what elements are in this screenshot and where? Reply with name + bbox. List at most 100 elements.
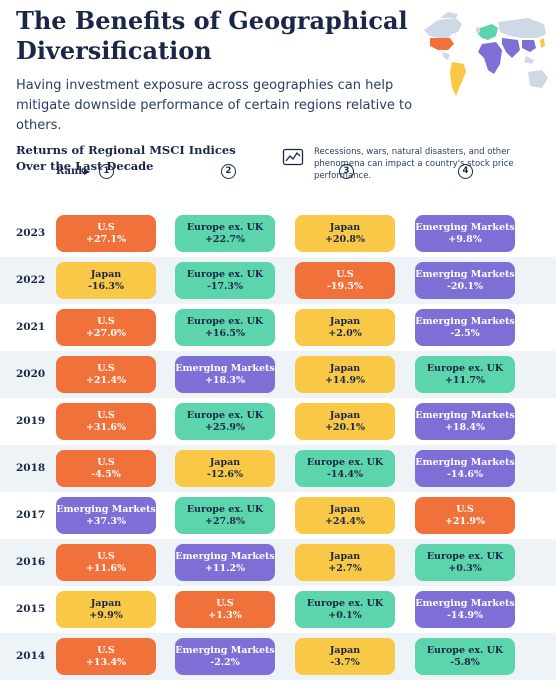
- region-name: Japan: [90, 268, 122, 280]
- return-value: +27.8%: [204, 515, 246, 527]
- region-name: U.S: [97, 315, 115, 327]
- region-name: Emerging Markets: [175, 362, 275, 374]
- return-cell: Emerging Markets -2.5%: [415, 309, 515, 346]
- return-cell: Emerging Markets +18.3%: [175, 356, 275, 393]
- year-label: 2021: [16, 321, 46, 333]
- rank-arrow-icon: ▶: [84, 167, 91, 176]
- return-value: +20.8%: [324, 233, 366, 245]
- region-name: U.S: [336, 268, 354, 280]
- return-value: -16.3%: [87, 280, 125, 292]
- return-value: +14.9%: [324, 374, 366, 386]
- return-cell: U.S +31.6%: [56, 403, 156, 440]
- region-name: Emerging Markets: [415, 597, 515, 609]
- return-value: -3.7%: [330, 656, 360, 668]
- return-cell: Emerging Markets -20.1%: [415, 262, 515, 299]
- region-name: Emerging Markets: [415, 456, 515, 468]
- chart-warning-icon: [282, 148, 304, 166]
- region-name: Europe ex. UK: [426, 362, 504, 374]
- return-cell: Europe ex. UK +25.9%: [175, 403, 275, 440]
- return-cell: Japan +20.8%: [295, 215, 395, 252]
- return-value: +2.7%: [328, 562, 362, 574]
- return-value: -2.2%: [210, 656, 240, 668]
- return-value: -19.5%: [326, 280, 364, 292]
- return-cell: Europe ex. UK +22.7%: [175, 215, 275, 252]
- region-name: Japan: [329, 503, 361, 515]
- return-value: +11.2%: [204, 562, 246, 574]
- return-value: +24.4%: [324, 515, 366, 527]
- return-cell: Japan +2.0%: [295, 309, 395, 346]
- return-cell: U.S +13.4%: [56, 638, 156, 675]
- region-name: Emerging Markets: [415, 221, 515, 233]
- return-cell: Japan -3.7%: [295, 638, 395, 675]
- return-value: -14.6%: [446, 468, 484, 480]
- region-name: Japan: [329, 362, 361, 374]
- region-name: Emerging Markets: [415, 409, 515, 421]
- return-cell: Europe ex. UK +11.7%: [415, 356, 515, 393]
- region-name: U.S: [97, 409, 115, 421]
- region-name: U.S: [97, 456, 115, 468]
- return-cell: Emerging Markets -14.9%: [415, 591, 515, 628]
- region-name: Europe ex. UK: [186, 503, 264, 515]
- return-cell: Emerging Markets +18.4%: [415, 403, 515, 440]
- region-name: U.S: [97, 362, 115, 374]
- year-label: 2014: [16, 650, 46, 662]
- return-cell: Europe ex. UK +0.3%: [415, 544, 515, 581]
- chart-label: Returns of Regional MSCI Indices Over th…: [16, 143, 236, 173]
- page-title: The Benefits of Geographical Diversifica…: [16, 6, 408, 65]
- region-name: Europe ex. UK: [306, 456, 384, 468]
- rank-number: 3: [339, 164, 354, 179]
- table-row: 2022 Japan -16.3% Europe ex. UK -17.3% U.S -19…: [0, 257, 556, 304]
- return-cell: Japan +2.7%: [295, 544, 395, 581]
- region-name: Japan: [329, 644, 361, 656]
- return-cell: U.S -19.5%: [295, 262, 395, 299]
- return-cell: U.S +27.0%: [56, 309, 156, 346]
- return-cell: U.S -4.5%: [56, 450, 156, 487]
- return-value: -2.5%: [450, 327, 480, 339]
- region-name: Emerging Markets: [56, 503, 156, 515]
- rank-number: 2: [221, 164, 236, 179]
- return-value: +25.9%: [204, 421, 246, 433]
- return-value: +22.7%: [204, 233, 246, 245]
- table-row: 2017 Emerging Markets +37.3% Europe ex. UK +…: [0, 492, 556, 539]
- return-cell: U.S +21.4%: [56, 356, 156, 393]
- region-name: U.S: [97, 644, 115, 656]
- return-cell: Emerging Markets +9.8%: [415, 215, 515, 252]
- return-cell: Emerging Markets -14.6%: [415, 450, 515, 487]
- table-row: 2016 U.S +11.6% Emerging Markets +11.2% Japan…: [0, 539, 556, 586]
- return-value: +1.3%: [208, 609, 242, 621]
- year-label: 2020: [16, 368, 46, 380]
- return-cell: Japan +14.9%: [295, 356, 395, 393]
- region-name: U.S: [97, 550, 115, 562]
- return-value: -12.6%: [206, 468, 244, 480]
- return-value: +9.8%: [448, 233, 482, 245]
- return-value: +27.0%: [85, 327, 127, 339]
- table-row: 2021 U.S +27.0% Europe ex. UK +16.5% Japan +2.…: [0, 304, 556, 351]
- return-cell: U.S +1.3%: [175, 591, 275, 628]
- return-value: +2.0%: [328, 327, 362, 339]
- rank-label: Rank: [56, 166, 86, 177]
- return-value: -14.9%: [446, 609, 484, 621]
- year-label: 2022: [16, 274, 46, 286]
- return-cell: Europe ex. UK -14.4%: [295, 450, 395, 487]
- return-cell: Europe ex. UK +0.1%: [295, 591, 395, 628]
- table-row: 2019 U.S +31.6% Europe ex. UK +25.9% Japan +20…: [0, 398, 556, 445]
- region-name: Europe ex. UK: [186, 268, 264, 280]
- year-label: 2019: [16, 415, 46, 427]
- return-value: +31.6%: [85, 421, 127, 433]
- region-name: Europe ex. UK: [426, 644, 504, 656]
- region-name: Europe ex. UK: [186, 221, 264, 233]
- return-value: +20.1%: [324, 421, 366, 433]
- rank-number: 4: [458, 164, 473, 179]
- return-cell: U.S +21.9%: [415, 497, 515, 534]
- rank-number: 1: [99, 164, 114, 179]
- return-cell: Emerging Markets +37.3%: [56, 497, 156, 534]
- region-name: Japan: [329, 409, 361, 421]
- return-cell: Europe ex. UK +27.8%: [175, 497, 275, 534]
- return-value: +11.6%: [85, 562, 127, 574]
- year-label: 2015: [16, 603, 46, 615]
- region-name: Europe ex. UK: [306, 597, 384, 609]
- year-label: 2018: [16, 462, 46, 474]
- return-value: +18.3%: [204, 374, 246, 386]
- return-value: +0.3%: [448, 562, 482, 574]
- region-name: Japan: [209, 456, 241, 468]
